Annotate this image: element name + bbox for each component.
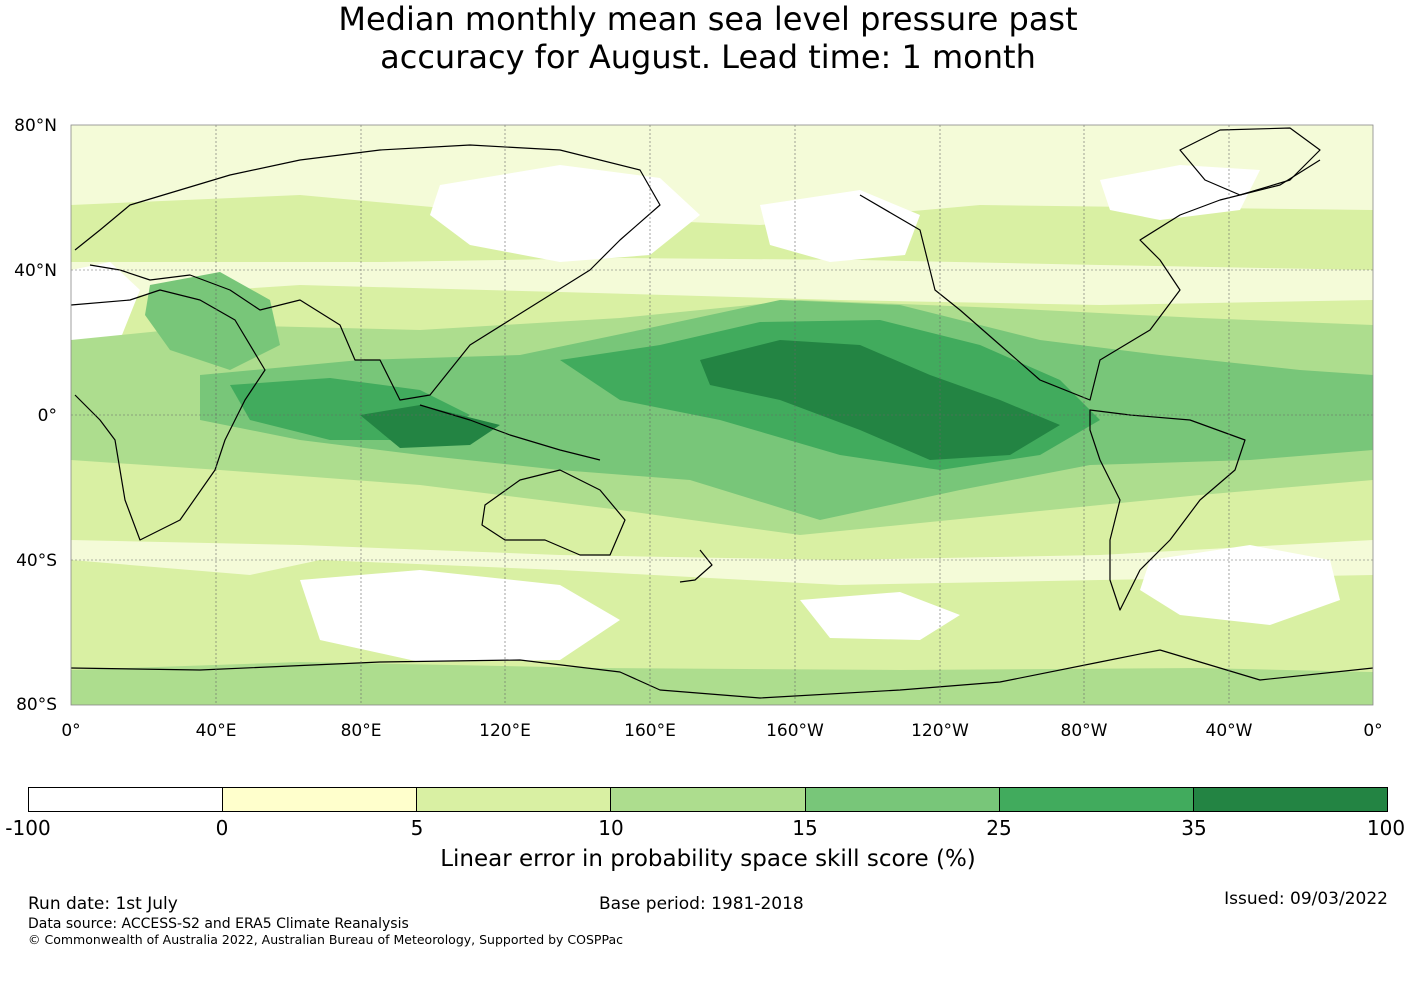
colorbar-segment xyxy=(805,788,1000,811)
coastline-eurasia xyxy=(74,144,661,401)
colorbar-tick-label: 0 xyxy=(215,816,229,840)
colorbar-tick-label: 35 xyxy=(1181,816,1207,840)
coastline-antarctica xyxy=(71,649,1373,699)
skill-score-map: 80°N 40°N 0° 40°S 80°S 0° 40°E 80°E 120°… xyxy=(14,116,1383,741)
lon-label-0-left: 0° xyxy=(61,721,80,741)
coastline-greenland xyxy=(1179,127,1321,196)
lat-label-40s: 40°S xyxy=(16,551,57,571)
skill-region-low-north xyxy=(71,195,1373,270)
coastline-maritime-continent xyxy=(419,404,601,461)
data-source: Data source: ACCESS-S2 and ERA5 Climate … xyxy=(28,916,409,932)
coastline-new-zealand xyxy=(679,549,713,583)
run-date: Run date: 1st July xyxy=(28,894,178,914)
skill-region-very-high-pacific xyxy=(700,340,1060,460)
colorbar-tick-label: 15 xyxy=(792,816,818,840)
colorbar-segment xyxy=(999,788,1194,811)
lon-label-0-right: 0° xyxy=(1363,721,1382,741)
colorbar-tick-label: 25 xyxy=(986,816,1012,840)
colorbar-segment xyxy=(29,788,224,811)
chart-title: Median monthly mean sea level pressure p… xyxy=(0,0,1416,76)
lon-label-40w: 40°W xyxy=(1206,721,1253,741)
skill-region-none-siberia xyxy=(430,165,700,262)
colorbar-segment xyxy=(611,788,806,811)
skill-region-good-middle-east xyxy=(145,272,280,370)
colorbar-segment xyxy=(1193,788,1387,811)
map-frame xyxy=(70,124,1374,706)
lon-label-120w: 120°W xyxy=(911,721,969,741)
base-period: Base period: 1981-2018 xyxy=(599,894,804,914)
skill-field xyxy=(71,165,1373,705)
skill-region-very-high-maritime xyxy=(360,405,500,448)
lat-label-0: 0° xyxy=(38,406,57,426)
colorbar-label: Linear error in probability space skill … xyxy=(440,846,976,872)
colorbar-segment xyxy=(223,788,418,811)
lat-label-80s: 80°S xyxy=(16,695,57,715)
colorbar-tick-label: 100 xyxy=(1366,816,1406,840)
lon-label-120e: 120°E xyxy=(479,721,531,741)
lat-label-40n: 40°N xyxy=(14,261,57,281)
skill-region-none-southern-indian xyxy=(300,570,620,662)
lon-label-40e: 40°E xyxy=(196,721,237,741)
lon-label-160w: 160°W xyxy=(766,721,824,741)
title-line-2: accuracy for August. Lead time: 1 month xyxy=(380,38,1036,76)
colorbar-tick-label: 5 xyxy=(410,816,424,840)
skill-region-none-south-atlantic xyxy=(1140,545,1340,625)
lon-label-80w: 80°W xyxy=(1061,721,1108,741)
colorbar-segment xyxy=(417,788,612,811)
graticule xyxy=(71,125,1373,705)
skill-region-none-southern-pacific xyxy=(800,592,960,640)
copyright-notice: © Commonwealth of Australia 2022, Austra… xyxy=(28,932,623,947)
coastline-africa xyxy=(71,289,266,541)
coastlines xyxy=(71,127,1373,699)
coastline-south-america xyxy=(1089,409,1246,611)
coastline-north-america xyxy=(859,159,1321,401)
skill-region-none-north-pacific xyxy=(760,190,920,262)
colorbar xyxy=(28,787,1388,812)
lon-label-80e: 80°E xyxy=(341,721,382,741)
colorbar-tick-label: 10 xyxy=(598,816,624,840)
skill-region-none-north-america xyxy=(1100,165,1260,220)
lat-label-80n: 80°N xyxy=(14,116,57,136)
colorbar-tick-label: -100 xyxy=(5,816,51,840)
issued-date: Issued: 09/03/2022 xyxy=(1224,889,1388,909)
title-line-1: Median monthly mean sea level pressure p… xyxy=(338,0,1078,38)
coastline-australia xyxy=(481,469,626,556)
skill-region-none-west xyxy=(71,262,140,345)
lon-label-160e: 160°E xyxy=(624,721,676,741)
